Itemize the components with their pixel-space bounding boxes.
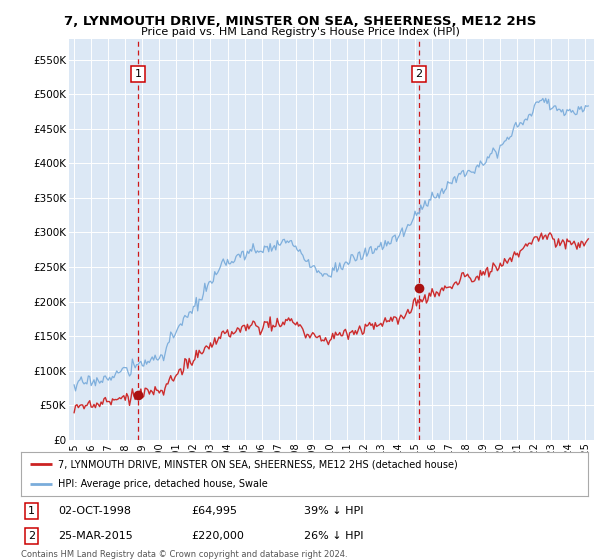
Text: HPI: Average price, detached house, Swale: HPI: Average price, detached house, Swal… (58, 479, 268, 489)
Text: Contains HM Land Registry data © Crown copyright and database right 2024.
This d: Contains HM Land Registry data © Crown c… (21, 550, 347, 560)
Text: 25-MAR-2015: 25-MAR-2015 (58, 531, 133, 541)
Text: £64,995: £64,995 (191, 506, 237, 516)
Text: 7, LYNMOUTH DRIVE, MINSTER ON SEA, SHEERNESS, ME12 2HS: 7, LYNMOUTH DRIVE, MINSTER ON SEA, SHEER… (64, 15, 536, 27)
Text: 1: 1 (28, 506, 35, 516)
Text: Price paid vs. HM Land Registry's House Price Index (HPI): Price paid vs. HM Land Registry's House … (140, 27, 460, 37)
Text: 7, LYNMOUTH DRIVE, MINSTER ON SEA, SHEERNESS, ME12 2HS (detached house): 7, LYNMOUTH DRIVE, MINSTER ON SEA, SHEER… (58, 459, 458, 469)
Text: 1: 1 (134, 69, 142, 79)
Text: 2: 2 (415, 69, 422, 79)
Text: 26% ↓ HPI: 26% ↓ HPI (305, 531, 364, 541)
Text: 02-OCT-1998: 02-OCT-1998 (58, 506, 131, 516)
Text: 2: 2 (28, 531, 35, 541)
Text: £220,000: £220,000 (191, 531, 244, 541)
Text: 39% ↓ HPI: 39% ↓ HPI (305, 506, 364, 516)
